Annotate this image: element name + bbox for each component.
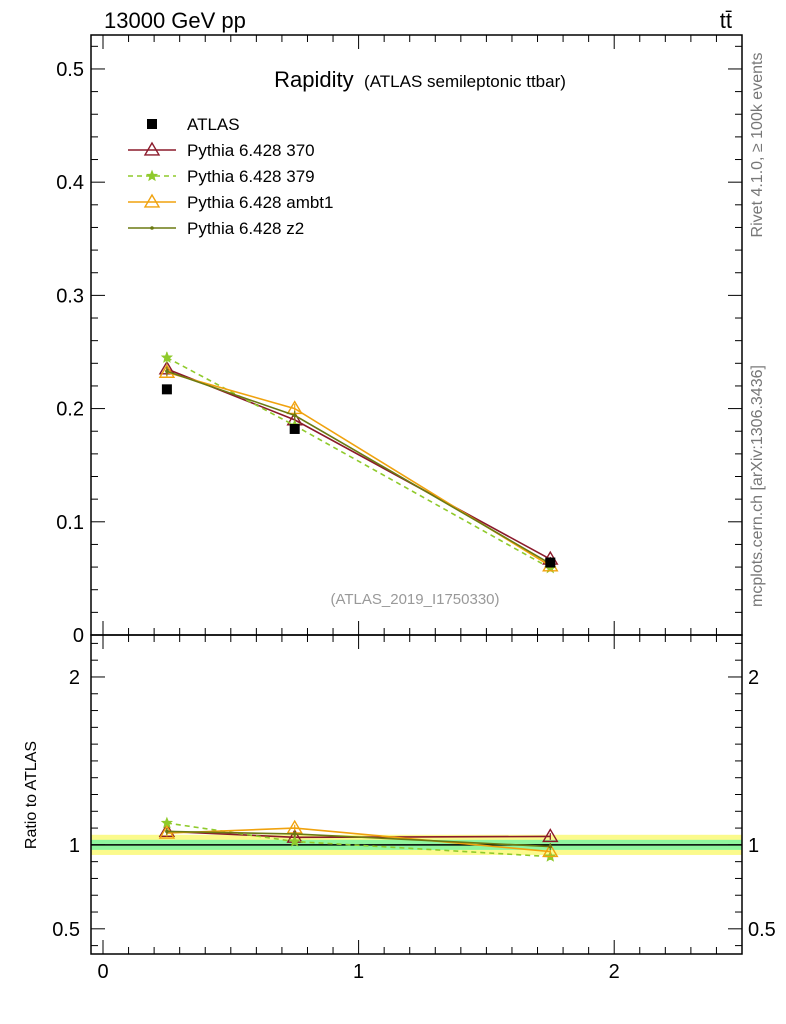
- y-tick-label-main: 0.4: [56, 172, 84, 194]
- legend-label: Pythia 6.428 379: [187, 167, 315, 186]
- ratio-panel-bands: [91, 834, 742, 855]
- legend-label: Pythia 6.428 ambt1: [187, 193, 333, 212]
- mcplots-label: mcplots.cern.ch [arXiv:1306.3436]: [749, 365, 766, 607]
- y-tick-label-ratio: 0.5: [52, 919, 80, 941]
- x-tick-label: 2: [609, 961, 620, 983]
- process-label: tt̄: [720, 8, 732, 33]
- y-tick-label-ratio-right: 0.5: [748, 919, 776, 941]
- y-tick-label-main: 0.3: [56, 285, 84, 307]
- y-tick-label-ratio: 2: [69, 667, 80, 689]
- ratio-panel-series: [158, 816, 559, 862]
- tick-labels: 0 1 2 0.1 0.2 0.3 0.4 0.5 0 0.5 0.5 1 1 2 2: [52, 59, 776, 983]
- data-point: [542, 828, 559, 843]
- y-tick-label-main: 0.5: [56, 59, 84, 81]
- energy-label: 13000 GeV pp: [104, 8, 246, 33]
- data-point: [292, 832, 297, 836]
- y-tick-label-ratio-right: 2: [748, 667, 759, 689]
- y-tick-label-main: 0.1: [56, 512, 84, 534]
- data-point: [292, 413, 297, 418]
- data-point: [542, 843, 559, 858]
- y-zero-label: 0: [73, 625, 84, 647]
- x-tick-label: 0: [97, 961, 108, 983]
- data-point: [150, 226, 154, 230]
- data-point: [165, 369, 169, 374]
- x-tick-label: 1: [353, 961, 364, 983]
- data-point: [160, 351, 174, 363]
- series-line: [166, 370, 551, 565]
- data-point: [288, 835, 301, 847]
- ratio-panel-ticks: [91, 635, 743, 954]
- ratio-panel-frame: [90, 634, 743, 955]
- y-tick-label-ratio-right: 1: [748, 835, 759, 857]
- y-tick-label-main: 0.2: [56, 399, 84, 421]
- data-point: [161, 384, 172, 395]
- data-point: [145, 169, 159, 182]
- data-point: [165, 829, 169, 834]
- data-point: [143, 193, 161, 208]
- chart-title: Rapidity (ATLAS semileptonic ttbar): [274, 67, 566, 92]
- analysis-id: (ATLAS_2019_I1750330): [330, 591, 499, 608]
- data-point: [158, 363, 176, 378]
- rivet-label: Rivet 4.1.0, ≥ 100k events: [749, 53, 766, 238]
- data-point: [147, 119, 157, 129]
- title-sub: (ATLAS semileptonic ttbar): [364, 72, 566, 91]
- data-point: [545, 557, 556, 568]
- main-panel-ticks: [91, 35, 743, 636]
- y-tick-label-ratio: 1: [69, 835, 80, 857]
- data-point: [548, 844, 553, 849]
- data-point: [289, 423, 300, 434]
- title-main: Rapidity: [274, 67, 353, 92]
- main-panel-series: [158, 351, 559, 574]
- legend-label: Pythia 6.428 370: [187, 141, 315, 160]
- data-point: [143, 141, 161, 156]
- legend-label: Pythia 6.428 z2: [187, 219, 304, 238]
- legend: ATLAS Pythia 6.428 370 Pythia 6.428 379 Pyt…: [128, 115, 333, 238]
- ratio-axis-label: Ratio to ATLAS: [23, 741, 40, 849]
- legend-label: ATLAS: [187, 115, 240, 134]
